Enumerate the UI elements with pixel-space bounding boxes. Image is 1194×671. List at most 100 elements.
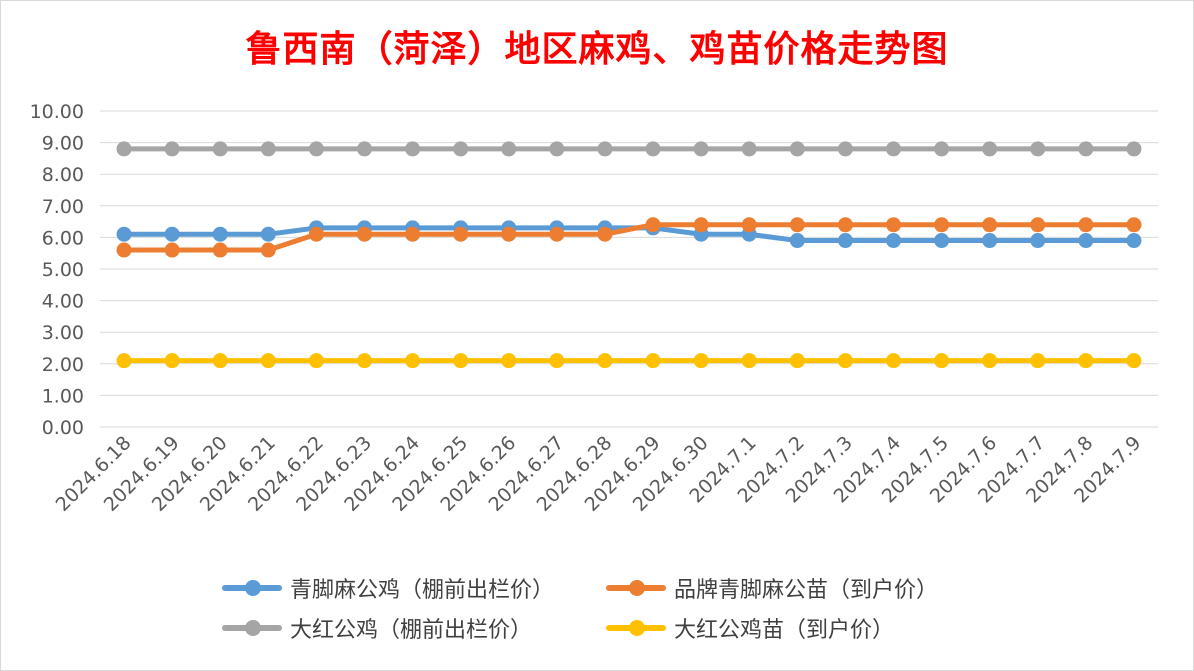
data-point-series-4 xyxy=(693,353,709,369)
legend-item-series-1: 青脚麻公鸡（棚前出栏价） xyxy=(222,572,554,604)
data-point-series-3 xyxy=(405,141,421,157)
data-point-series-2 xyxy=(645,217,661,233)
data-point-series-4 xyxy=(741,353,757,369)
legend-label-series-4: 大红公鸡苗（到户价） xyxy=(674,618,895,643)
y-tick-label: 8.00 xyxy=(42,164,84,186)
data-point-series-1 xyxy=(837,233,853,249)
data-point-series-4 xyxy=(357,353,372,369)
data-point-series-2 xyxy=(982,217,998,233)
y-tick-label: 6.00 xyxy=(42,227,84,249)
data-point-series-3 xyxy=(357,141,372,157)
data-point-series-2 xyxy=(405,226,421,242)
data-point-series-2 xyxy=(453,226,469,242)
legend-label-series-2: 品牌青脚麻公苗（到户价） xyxy=(674,578,939,603)
data-point-series-2 xyxy=(164,242,180,258)
data-point-series-2 xyxy=(741,217,757,233)
data-point-series-2 xyxy=(693,217,709,233)
y-tick-label: 9.00 xyxy=(42,133,84,155)
data-point-series-1 xyxy=(934,233,950,249)
data-point-series-1 xyxy=(212,226,228,242)
data-point-series-1 xyxy=(116,226,132,242)
data-point-series-3 xyxy=(1126,141,1142,157)
data-point-series-4 xyxy=(837,353,853,369)
data-point-series-3 xyxy=(116,141,132,157)
data-point-series-3 xyxy=(260,141,276,157)
y-tick-label: 0.00 xyxy=(42,417,84,439)
data-point-series-1 xyxy=(260,226,276,242)
data-point-series-1 xyxy=(164,226,180,242)
data-point-series-3 xyxy=(741,141,757,157)
y-tick-label: 10.00 xyxy=(30,101,84,123)
y-tick-label: 3.00 xyxy=(42,322,84,344)
data-point-series-3 xyxy=(549,141,565,157)
legend-item-series-2: 品牌青脚麻公苗（到户价） xyxy=(606,572,938,604)
data-point-series-3 xyxy=(308,141,324,157)
chart-title: 鲁西南（菏泽）地区麻鸡、鸡苗价格走势图 xyxy=(245,28,949,70)
legend-swatch-series-1 xyxy=(222,579,282,597)
legend-label-series-1: 青脚麻公鸡（棚前出栏价） xyxy=(290,578,555,603)
y-tick-label: 1.00 xyxy=(42,385,84,407)
data-point-series-4 xyxy=(1078,353,1094,369)
data-point-series-4 xyxy=(1030,353,1046,369)
data-point-series-4 xyxy=(405,353,421,369)
data-point-series-2 xyxy=(837,217,853,233)
data-point-series-2 xyxy=(116,242,132,258)
data-point-series-1 xyxy=(1126,233,1142,249)
data-point-series-1 xyxy=(1078,233,1094,249)
data-point-series-4 xyxy=(982,353,998,369)
legend-swatch-series-4 xyxy=(606,619,666,637)
data-point-series-1 xyxy=(1030,233,1046,249)
data-point-series-2 xyxy=(212,242,228,258)
data-point-series-3 xyxy=(982,141,998,157)
data-point-series-3 xyxy=(934,141,950,157)
data-point-series-4 xyxy=(1126,353,1142,369)
data-point-series-3 xyxy=(501,141,517,157)
legend-label-series-3: 大红公鸡（棚前出栏价） xyxy=(290,618,533,643)
legend-swatch-series-3 xyxy=(222,619,282,637)
data-point-series-4 xyxy=(453,353,469,369)
y-tick-label: 2.00 xyxy=(42,354,84,376)
data-point-series-4 xyxy=(308,353,324,369)
data-point-series-2 xyxy=(501,226,517,242)
data-point-series-2 xyxy=(1078,217,1094,233)
data-point-series-4 xyxy=(645,353,661,369)
y-tick-label: 4.00 xyxy=(42,291,84,313)
y-tick-label: 7.00 xyxy=(42,196,84,218)
data-point-series-2 xyxy=(260,242,276,258)
data-point-series-4 xyxy=(116,353,132,369)
data-point-series-3 xyxy=(886,141,901,157)
data-point-series-4 xyxy=(501,353,517,369)
data-point-series-3 xyxy=(693,141,709,157)
data-point-series-3 xyxy=(1078,141,1094,157)
data-point-series-3 xyxy=(597,141,613,157)
data-point-series-3 xyxy=(212,141,228,157)
data-point-series-3 xyxy=(164,141,180,157)
data-point-series-3 xyxy=(837,141,853,157)
data-point-series-2 xyxy=(308,226,324,242)
data-point-series-4 xyxy=(934,353,950,369)
legend-item-series-3: 大红公鸡（棚前出栏价） xyxy=(222,612,532,644)
data-point-series-3 xyxy=(453,141,469,157)
data-point-series-2 xyxy=(789,217,805,233)
data-point-series-3 xyxy=(645,141,661,157)
data-point-series-4 xyxy=(886,353,901,369)
data-point-series-4 xyxy=(549,353,565,369)
data-point-series-4 xyxy=(597,353,613,369)
data-point-series-2 xyxy=(549,226,565,242)
y-tick-label: 5.00 xyxy=(42,259,84,281)
data-point-series-1 xyxy=(982,233,998,249)
legend-swatch-series-2 xyxy=(606,579,666,597)
data-point-series-2 xyxy=(1126,217,1142,233)
data-point-series-4 xyxy=(260,353,276,369)
data-point-series-2 xyxy=(597,226,613,242)
data-point-series-3 xyxy=(1030,141,1046,157)
legend-item-series-4: 大红公鸡苗（到户价） xyxy=(606,612,894,644)
data-point-series-1 xyxy=(886,233,901,249)
series-line-2 xyxy=(121,222,1137,253)
data-point-series-2 xyxy=(1030,217,1046,233)
data-point-series-1 xyxy=(789,233,805,249)
data-point-series-2 xyxy=(934,217,950,233)
data-point-series-4 xyxy=(212,353,228,369)
